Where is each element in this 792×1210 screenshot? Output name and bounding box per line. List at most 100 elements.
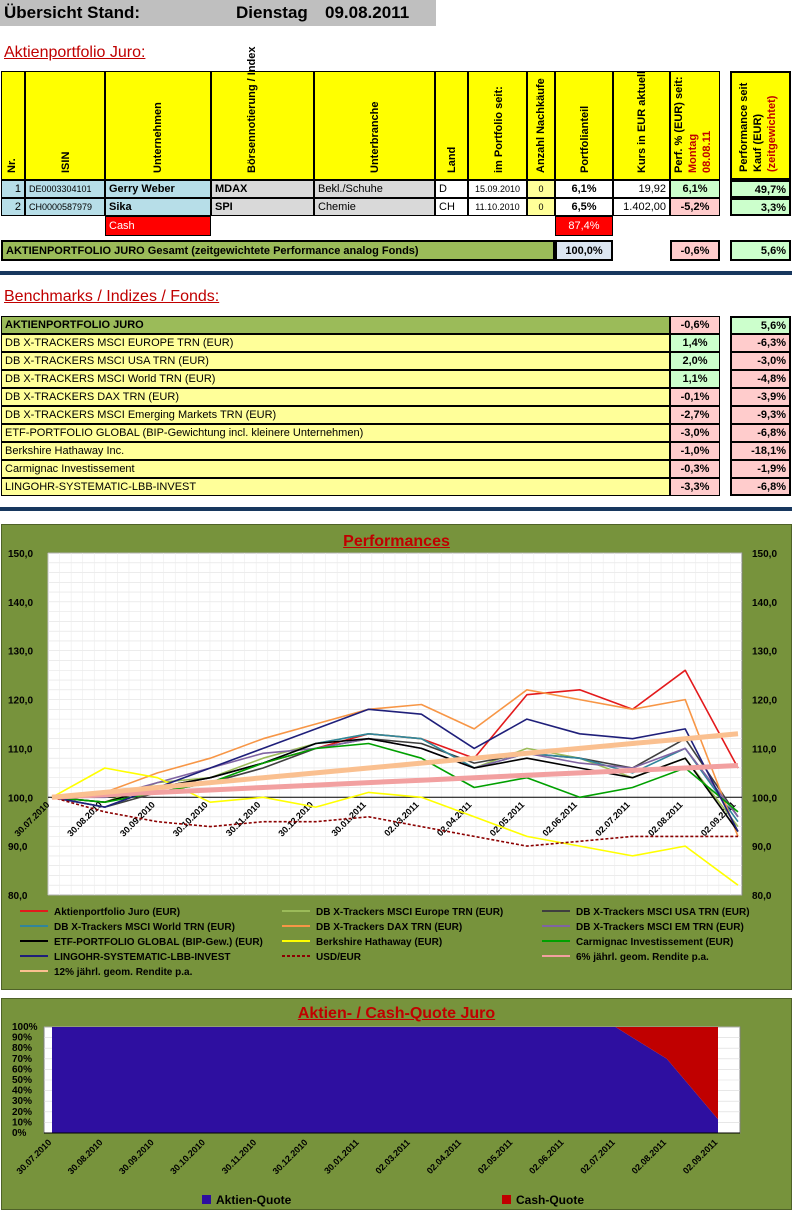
cash-share: 87,4% [555, 216, 613, 236]
legend-swatch [502, 1195, 511, 1204]
legend-label: 12% jährl. geom. Rendite p.a. [54, 967, 193, 978]
legend-label: Carmignac Investissement (EUR) [576, 937, 733, 948]
row-nr: 1 [1, 180, 25, 198]
quote-chart-panel: Aktien- / Cash-Quote Juro 100% 90% 80% 70% 6… [1, 998, 792, 1210]
benchmark-perfbuy: -6,3% [730, 334, 791, 352]
x-tick-label: 02.05.2011 [476, 1137, 515, 1176]
benchmark-name: DB X-TRACKERS DAX TRN (EUR) [1, 388, 670, 406]
benchmark-name: Berkshire Hathaway Inc. [1, 442, 670, 460]
total-perf: -0,6% [670, 240, 720, 261]
y-tick-label-left: 110,0 [8, 744, 33, 755]
x-tick-label: 30.08.2010 [66, 1137, 105, 1176]
col-perf: Perf. % (EUR) seit: Montag 08.08.11 [670, 71, 720, 180]
y-tick-label-right: 150,0 [752, 549, 777, 560]
col-index: Börsennotierung / Index [211, 46, 314, 180]
col-buys: Anzahl Nachkäufe [527, 71, 555, 180]
series-line [51, 689, 739, 837]
row-buys: 0 [527, 198, 555, 216]
performance-chart-panel: Performances 150,0 150,0 140,0 140,0 130,0 13… [1, 524, 792, 990]
legend-label: DB X-Trackers MSCI Europe TRN (EUR) [316, 907, 503, 918]
x-tick-label: 30.11.2010 [220, 1137, 259, 1176]
x-tick-label: 30.01.2011 [322, 1137, 361, 1176]
benchmark-name: ETF-PORTFOLIO GLOBAL (BIP-Gewichtung inc… [1, 424, 670, 442]
col-country: Land [435, 71, 468, 180]
row-index: MDAX [211, 180, 314, 198]
total-perfbuy: 5,6% [730, 240, 791, 261]
y-tick-label-right: 90,0 [752, 842, 772, 853]
benchmark-perfbuy: -4,8% [730, 370, 791, 388]
y-tick-label: 40% [12, 1086, 32, 1097]
legend-label: Aktienportfolio Juro (EUR) [54, 907, 180, 918]
divider [0, 271, 792, 275]
benchmark-perf: -2,7% [670, 406, 720, 424]
col-company: Unternehmen [105, 71, 211, 180]
benchmark-perfbuy: -3,9% [730, 388, 791, 406]
benchmark-perf: -1,0% [670, 442, 720, 460]
col-nr: Nr. [1, 71, 25, 180]
legend-label: LINGOHR-SYSTEMATIC-LBB-INVEST [54, 952, 230, 963]
x-tick-label: 02.03.2011 [373, 1137, 412, 1176]
divider [0, 507, 792, 511]
series-line [51, 796, 738, 847]
benchmark-perf: 1,1% [670, 370, 720, 388]
legend-label: Berkshire Hathaway (EUR) [316, 937, 442, 948]
benchmark-perf: 2,0% [670, 352, 720, 370]
legend-label: Aktien-Quote [216, 1193, 292, 1207]
series-line [51, 767, 739, 886]
col-price: Kurs in EUR aktuell [613, 71, 670, 180]
legend-label: ETF-PORTFOLIO GLOBAL (BIP-Gew.) (EUR) [54, 937, 263, 948]
row-buys: 0 [527, 180, 555, 198]
legend-label: DB X-Trackers MSCI EM TRN (EUR) [576, 922, 744, 933]
y-tick-label: 10% [12, 1117, 32, 1128]
row-nr: 2 [1, 198, 25, 216]
y-tick-label-left: 130,0 [8, 647, 33, 658]
y-tick-label-right: 140,0 [752, 598, 777, 609]
benchmark-perf: -0,1% [670, 388, 720, 406]
quote-chart: 100%90%80%70%60%50%40%30%20%10%0%30.07.2… [12, 1022, 741, 1207]
series-line [51, 763, 739, 800]
row-since: 11.10.2010 [468, 198, 527, 216]
row-index: SPI [211, 198, 314, 216]
y-tick-label-right: 100,0 [752, 793, 777, 804]
total-share: 100,0% [555, 240, 613, 261]
benchmark-name: AKTIENPORTFOLIO JURO [1, 316, 670, 334]
benchmark-name: DB X-TRACKERS MSCI Emerging Markets TRN … [1, 406, 670, 424]
benchmark-name: LINGOHR-SYSTEMATIC-LBB-INVEST [1, 478, 670, 496]
quote-chart-title: Aktien- / Cash-Quote Juro [297, 1005, 496, 1022]
legend-swatch [202, 1195, 211, 1204]
col-since: im Portfolio seit: [468, 71, 527, 180]
col-sector: Unterbranche [314, 71, 435, 180]
y-tick-label: 60% [12, 1064, 32, 1075]
legend-label: Cash-Quote [516, 1193, 584, 1207]
row-since: 15.09.2010 [468, 180, 527, 198]
benchmark-name: DB X-TRACKERS MSCI EUROPE TRN (EUR) [1, 334, 670, 352]
performance-chart-title: Performances [343, 533, 450, 550]
performance-chart: 150,0 150,0 140,0 140,0 130,0 130,0 120,0 120,0… [8, 549, 777, 978]
x-tick-label: 02.08.2011 [630, 1137, 669, 1176]
y-tick-label-left: 100,0 [8, 793, 33, 804]
y-tick-label: 70% [12, 1054, 32, 1065]
y-tick-label: 100% [12, 1022, 38, 1033]
y-tick-label-left: 140,0 [8, 598, 33, 609]
y-tick-label: 30% [12, 1096, 32, 1107]
y-tick-label-left: 120,0 [8, 696, 33, 707]
col-isin: ISIN [25, 71, 105, 180]
row-perfbuy: 3,3% [730, 198, 791, 216]
y-tick-label: 90% [12, 1033, 32, 1044]
y-tick-label-right: 130,0 [752, 647, 777, 658]
benchmark-perf: -3,0% [670, 424, 720, 442]
area-cash-quote [52, 1027, 718, 1120]
benchmarks-title: Benchmarks / Indizes / Fonds: [4, 288, 220, 305]
benchmark-perfbuy: -6,8% [730, 478, 791, 496]
benchmark-perfbuy: -18,1% [730, 442, 791, 460]
row-sector: Bekl./Schuhe [314, 180, 435, 198]
benchmark-perfbuy: -6,8% [730, 424, 791, 442]
benchmark-perf: -3,3% [670, 478, 720, 496]
benchmark-name: Carmignac Investissement [1, 460, 670, 478]
row-country: CH [435, 198, 468, 216]
x-tick-label: 30.09.2010 [117, 1137, 156, 1176]
row-sector: Chemie [314, 198, 435, 216]
y-tick-label: 80% [12, 1043, 32, 1054]
legend-label: DB X-Trackers DAX TRN (EUR) [316, 922, 462, 933]
header-label: Übersicht Stand: [4, 3, 141, 22]
